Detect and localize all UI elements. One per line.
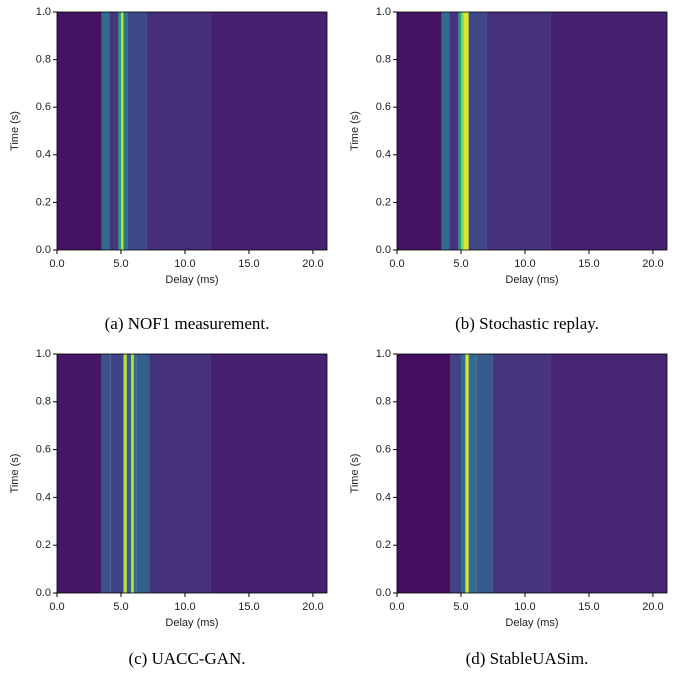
y-tick-label: 0.6 — [376, 444, 391, 456]
plot-frame — [56, 11, 328, 251]
heat-band — [441, 12, 450, 250]
y-tick-label: 0.6 — [36, 101, 51, 113]
y-tick-label: 0.8 — [376, 396, 391, 408]
plot-frame — [396, 11, 668, 251]
heat-band — [492, 354, 551, 593]
x-tick-label: 0.0 — [49, 258, 64, 270]
heat-band — [397, 12, 442, 250]
y-tick-label: 0.8 — [36, 396, 51, 408]
y-tick-label: 0.0 — [36, 587, 51, 599]
heat-band — [131, 354, 134, 593]
caption: (b) Stochastic replay. — [455, 314, 599, 333]
y-tick-label: 0.8 — [376, 54, 391, 66]
y-tick-label: 0.4 — [36, 491, 51, 503]
heat-band — [123, 12, 128, 250]
heat-band — [463, 12, 469, 250]
caption: (d) StableUASim. — [466, 649, 589, 668]
heat-band — [460, 354, 466, 593]
y-tick-label: 0.4 — [376, 149, 391, 161]
x-tick-label: 15.0 — [238, 258, 259, 270]
x-tick-label: 0.0 — [389, 601, 404, 613]
x-axis-label: Delay (ms) — [165, 617, 218, 629]
x-tick-label: 15.0 — [578, 601, 599, 613]
y-tick-label: 0.4 — [36, 149, 51, 161]
x-tick-label: 5.0 — [113, 601, 128, 613]
y-tick-label: 1.0 — [36, 6, 51, 18]
heat-band — [550, 354, 667, 593]
caption: (a) NOF1 measurement. — [105, 314, 270, 333]
y-tick-label: 0.0 — [376, 587, 391, 599]
x-tick-label: 15.0 — [238, 601, 259, 613]
x-tick-label: 20.0 — [302, 258, 323, 270]
x-tick-label: 5.0 — [453, 601, 468, 613]
heat-band — [486, 12, 551, 250]
y-axis-label: Time (s) — [9, 111, 21, 151]
heat-band — [146, 12, 211, 250]
heat-band — [149, 354, 211, 593]
y-tick-label: 1.0 — [36, 348, 51, 360]
x-tick-label: 10.0 — [514, 258, 535, 270]
heat-band — [450, 354, 461, 593]
y-tick-label: 0.2 — [36, 196, 51, 208]
y-tick-label: 0.4 — [376, 491, 391, 503]
y-axis-label: Time (s) — [349, 454, 361, 494]
y-axis-label: Time (s) — [9, 454, 21, 494]
x-tick-label: 0.0 — [389, 258, 404, 270]
x-axis-label: Delay (ms) — [505, 617, 558, 629]
plot-frame — [396, 353, 668, 594]
heat-band — [468, 354, 477, 593]
y-tick-label: 0.0 — [36, 244, 51, 256]
heat-band — [468, 12, 487, 250]
x-tick-label: 0.0 — [49, 601, 64, 613]
heat-band — [57, 12, 102, 250]
heat-band — [101, 354, 111, 593]
heat-band — [550, 12, 667, 250]
x-tick-label: 10.0 — [514, 601, 535, 613]
x-tick-label: 20.0 — [642, 601, 663, 613]
heat-band — [118, 12, 121, 250]
heat-band — [458, 12, 461, 250]
heat-band — [465, 354, 469, 593]
x-axis-label: Delay (ms) — [165, 274, 218, 286]
y-tick-label: 0.0 — [376, 244, 391, 256]
y-tick-label: 0.2 — [376, 539, 391, 551]
heat-band — [109, 12, 119, 250]
caption: (c) UACC-GAN. — [128, 649, 245, 668]
x-tick-label: 10.0 — [174, 601, 195, 613]
x-tick-label: 20.0 — [642, 258, 663, 270]
heat-band — [133, 354, 137, 593]
heat-band — [126, 354, 132, 593]
y-tick-label: 1.0 — [376, 6, 391, 18]
heat-band — [127, 12, 147, 250]
heat-band — [460, 12, 464, 250]
y-axis-label: Time (s) — [349, 111, 361, 151]
heat-band — [123, 354, 127, 593]
y-tick-label: 0.6 — [376, 101, 391, 113]
x-tick-label: 15.0 — [578, 258, 599, 270]
plot-frame — [56, 353, 328, 594]
heat-band — [101, 12, 110, 250]
heat-band — [120, 12, 124, 250]
x-tick-label: 5.0 — [113, 258, 128, 270]
y-tick-label: 0.2 — [376, 196, 391, 208]
heat-band — [57, 354, 102, 593]
heat-band — [210, 354, 327, 593]
heat-band — [476, 354, 493, 593]
y-tick-label: 0.2 — [36, 539, 51, 551]
heat-band — [136, 354, 150, 593]
x-tick-label: 20.0 — [302, 601, 323, 613]
x-axis-label: Delay (ms) — [505, 274, 558, 286]
heat-band — [397, 354, 451, 593]
heat-band — [210, 12, 327, 250]
heat-band — [449, 12, 459, 250]
y-tick-label: 1.0 — [376, 348, 391, 360]
x-tick-label: 5.0 — [453, 258, 468, 270]
x-tick-label: 10.0 — [174, 258, 195, 270]
y-tick-label: 0.6 — [36, 444, 51, 456]
y-tick-label: 0.8 — [36, 54, 51, 66]
heat-band — [110, 354, 124, 593]
